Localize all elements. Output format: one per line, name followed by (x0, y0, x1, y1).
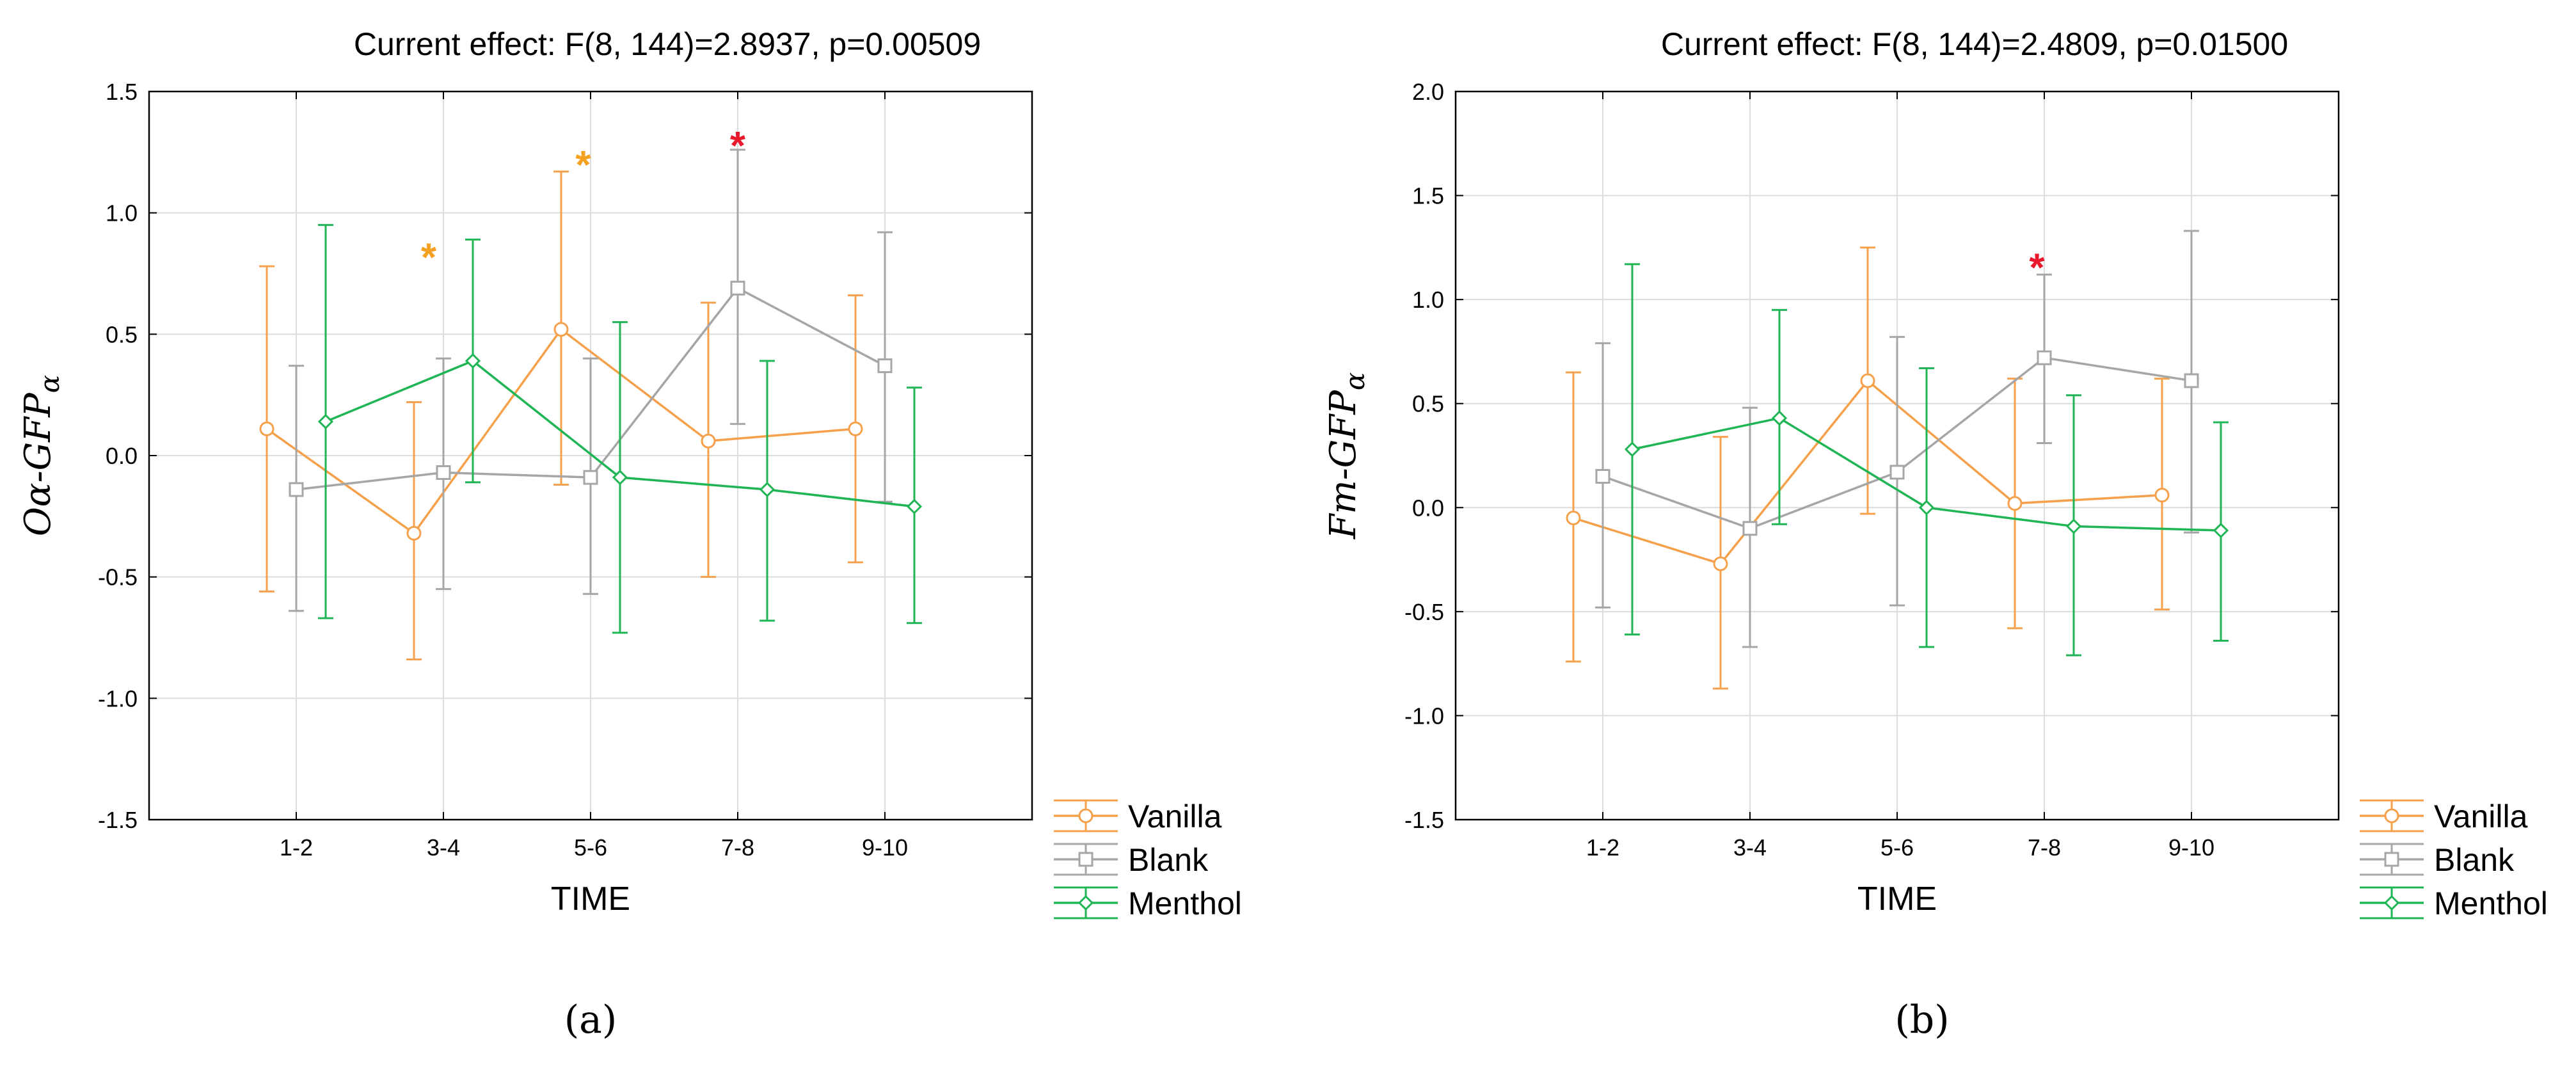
data-point-menthol (2065, 518, 2082, 534)
series-menthol (317, 224, 923, 634)
legend-label: Menthol (2434, 886, 2548, 921)
data-point-menthol (906, 498, 923, 514)
data-point-menthol (317, 413, 334, 430)
panel-label: (b) (1895, 998, 1949, 1042)
data-point-vanilla (2154, 488, 2170, 503)
y-tick-label: -0.5 (98, 564, 138, 591)
series-blank (1595, 230, 2199, 648)
data-point-blank (1742, 521, 1758, 536)
y-axis-label: Oα-GFPα (17, 375, 65, 536)
x-tick-label: 9-10 (2168, 834, 2214, 861)
legend-marker-vanilla (1078, 808, 1093, 823)
legend-label: Blank (2434, 842, 2515, 878)
y-tick-label: -1.0 (98, 685, 138, 712)
legend-label: Vanilla (1128, 799, 1222, 834)
y-tick-label: -1.5 (1404, 807, 1444, 833)
data-point-vanilla (1860, 373, 1875, 388)
y-tick-label: 2.0 (1412, 79, 1444, 105)
y-tick-label: -1.5 (98, 807, 138, 833)
y-axis-label: Fm-GFPα (1323, 372, 1371, 540)
significance-star: * (421, 235, 437, 280)
y-tick-label: 0.5 (106, 321, 138, 347)
data-point-blank (289, 482, 304, 497)
data-point-blank (2184, 373, 2199, 388)
data-point-vanilla (2007, 496, 2023, 511)
series-vanilla (1566, 246, 2170, 690)
data-point-menthol (1624, 442, 1641, 457)
data-point-menthol (612, 470, 628, 486)
legend: Vanilla Blank Menthol (1054, 799, 1242, 921)
significance-star: * (2029, 246, 2045, 290)
data-point-vanilla (701, 433, 716, 449)
chart-title: Current effect: F(8, 144)=2.4809, p=0.01… (1661, 26, 2288, 62)
chart-panel-a: -1.5 -1.0 -0.5 0.0 0.5 1.0 1.5 1-2 3-4 5-6 7-8 9-10… (17, 26, 1242, 1042)
data-point-blank (436, 465, 451, 481)
legend-label: Menthol (1128, 886, 1242, 921)
legend-marker-menthol (2383, 895, 2400, 911)
x-tick-label: 1-2 (280, 834, 313, 861)
data-point-vanilla (406, 525, 422, 541)
x-tick-label: 5-6 (1880, 834, 1914, 861)
y-tick-label: 1.5 (106, 79, 138, 105)
x-tick-label: 3-4 (1733, 834, 1767, 861)
legend-marker-blank (1078, 852, 1093, 867)
y-tick-label: 0.0 (1412, 495, 1444, 521)
legend-marker-vanilla (2384, 808, 2399, 823)
data-point-menthol (465, 353, 481, 369)
y-tick-label: 1.0 (1412, 287, 1444, 313)
y-axis-label-subscript: α (34, 375, 65, 393)
data-point-vanilla (553, 322, 569, 337)
panel-label: (a) (564, 998, 617, 1042)
x-tick-label: 1-2 (1586, 834, 1619, 861)
x-tick-label: 3-4 (427, 834, 460, 861)
chart-title: Current effect: F(8, 144)=2.8937, p=0.00… (354, 26, 981, 62)
x-axis-label: TIME (551, 880, 630, 918)
data-point-vanilla (848, 421, 863, 436)
y-tick-label: 1.0 (106, 200, 138, 227)
x-tick-label: 7-8 (2028, 834, 2061, 861)
significance-star: * (730, 124, 746, 168)
chart-panel-b: -1.5 -1.0 -0.5 0.0 0.5 1.0 1.5 2.0 1-2 3-4 5-6 7-8 9… (1323, 26, 2548, 1042)
x-axis-label: TIME (1857, 880, 1937, 918)
data-point-vanilla (1713, 556, 1728, 571)
y-tick-label: 0.0 (106, 443, 138, 469)
y-tick-label: -1.0 (1404, 703, 1444, 729)
y-tick-label: 1.5 (1412, 183, 1444, 209)
x-tick-label: 7-8 (721, 834, 754, 861)
series-vanilla (259, 170, 863, 661)
data-point-blank (877, 358, 893, 374)
data-point-blank (2037, 350, 2052, 365)
series-blank (289, 148, 893, 612)
data-point-blank (730, 280, 745, 296)
x-tick-label: 9-10 (862, 834, 908, 861)
significance-star: * (575, 143, 591, 187)
legend-marker-blank (2384, 852, 2399, 867)
legend-label: Blank (1128, 842, 1209, 878)
data-point-menthol (1771, 410, 1788, 426)
legend-label: Vanilla (2434, 799, 2528, 834)
y-tick-label: 0.5 (1412, 391, 1444, 417)
data-point-menthol (759, 481, 775, 498)
y-axis-label-main: Fm-GFP (1323, 390, 1364, 539)
data-point-menthol (1918, 500, 1935, 516)
data-point-blank (1889, 465, 1905, 480)
legend: Vanilla Blank Menthol (2360, 799, 2548, 921)
y-axis-label-subscript: α (1339, 372, 1371, 390)
series-menthol (1624, 263, 2229, 656)
data-point-vanilla (1566, 511, 1581, 526)
data-point-blank (1595, 469, 1610, 484)
data-point-blank (583, 470, 598, 485)
data-point-vanilla (259, 421, 274, 436)
data-point-menthol (2213, 522, 2229, 539)
x-tick-label: 5-6 (574, 834, 607, 861)
legend-marker-menthol (1077, 895, 1094, 911)
y-axis-label-main: Oα-GFP (17, 392, 59, 536)
y-tick-label: -0.5 (1404, 599, 1444, 625)
